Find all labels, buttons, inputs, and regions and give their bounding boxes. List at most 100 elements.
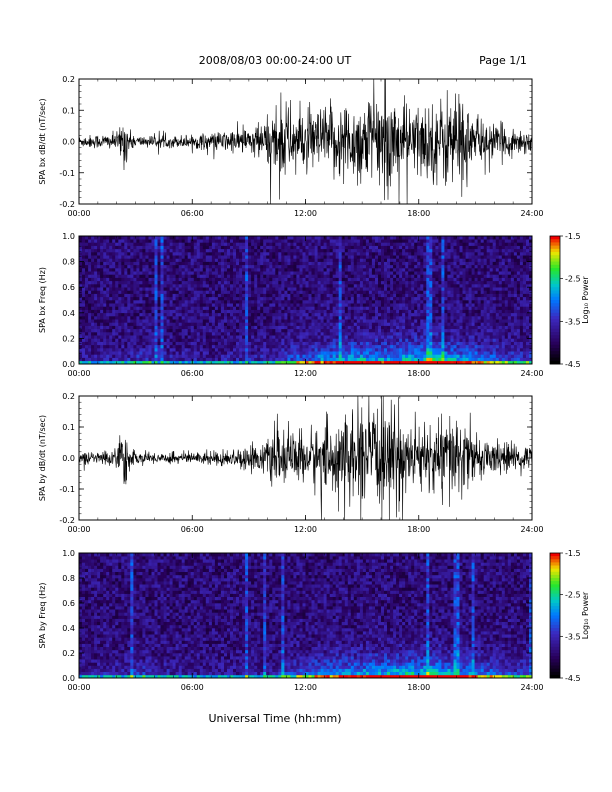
heatmap-cell — [396, 264, 400, 269]
heatmap-cell — [323, 255, 327, 259]
heatmap-cell — [375, 290, 379, 294]
heatmap-cell — [242, 287, 246, 291]
heatmap-cell — [326, 258, 330, 262]
heatmap-cell — [202, 239, 207, 243]
heatmap-cell — [375, 344, 379, 349]
heatmap-cell — [284, 258, 288, 262]
heatmap-cell — [151, 236, 155, 240]
heatmap-cell — [166, 338, 170, 342]
heatmap-cell — [121, 293, 125, 298]
heatmap-cell — [317, 284, 321, 288]
heatmap-cell — [91, 319, 95, 323]
heatmap-cell — [408, 236, 412, 240]
heatmap-cell — [302, 236, 306, 240]
heatmap-cell — [106, 284, 110, 288]
heatmap-cell — [205, 261, 210, 266]
heatmap-cell — [181, 312, 185, 317]
heatmap-cell — [199, 316, 204, 320]
heatmap-cell — [160, 280, 164, 285]
heatmap-cell — [190, 322, 194, 326]
heatmap-cell — [214, 268, 219, 272]
heatmap-cell — [278, 296, 282, 301]
heatmap-cell — [396, 312, 400, 317]
heatmap-cell — [353, 252, 358, 256]
heatmap-cell — [423, 274, 427, 278]
heatmap-cell — [371, 293, 376, 298]
heatmap-cell — [429, 277, 433, 282]
heatmap-cell — [160, 354, 164, 358]
heatmap-cell — [384, 261, 388, 266]
heatmap-cell — [384, 236, 388, 240]
heatmap-cell — [217, 309, 222, 314]
heatmap-cell — [160, 268, 164, 272]
heatmap-cell — [402, 252, 406, 256]
heatmap-cell — [281, 236, 285, 240]
heatmap-cell — [287, 360, 291, 365]
heatmap-cell — [154, 348, 158, 352]
heatmap-cell — [281, 319, 285, 323]
heatmap-cell — [344, 312, 349, 317]
heatmap-cell — [196, 245, 201, 250]
heatmap-cell — [106, 245, 110, 250]
heatmap-cell — [320, 236, 324, 240]
heatmap-cell — [390, 332, 394, 336]
heatmap-cell — [393, 322, 397, 326]
heatmap-cell — [248, 328, 252, 333]
heatmap-cell — [302, 274, 306, 278]
heatmap-cell — [112, 264, 116, 269]
heatmap-cell — [426, 303, 430, 307]
heatmap-cell — [287, 332, 291, 336]
heatmap-cell — [224, 338, 228, 342]
heatmap-cell — [384, 271, 388, 275]
heatmap-cell — [293, 284, 297, 288]
heatmap-cell — [85, 268, 89, 272]
heatmap-cell — [82, 306, 86, 310]
heatmap-cell — [402, 351, 406, 355]
heatmap-cell — [208, 245, 213, 250]
heatmap-cell — [166, 245, 170, 250]
heatmap-cell — [299, 277, 303, 282]
heatmap-cell — [314, 306, 318, 310]
heatmap-cell — [338, 274, 342, 278]
heatmap-cell — [169, 239, 173, 243]
heatmap-cell — [133, 252, 137, 256]
heatmap-cell — [284, 316, 288, 320]
heatmap-cell — [411, 252, 415, 256]
heatmap-cell — [441, 309, 445, 314]
heatmap-cell — [160, 348, 164, 352]
heatmap-cell — [157, 341, 161, 346]
heatmap-cell — [335, 271, 339, 275]
heatmap-cell — [166, 328, 170, 333]
heatmap-cell — [109, 319, 113, 323]
heatmap-cell — [302, 280, 306, 285]
heatmap-cell — [320, 284, 324, 288]
x-tick-label: 24:00 — [520, 209, 543, 218]
heatmap-cell — [91, 248, 95, 253]
heatmap-cell — [356, 319, 361, 323]
heatmap-cell — [139, 328, 143, 333]
heatmap-cell — [296, 322, 300, 326]
heatmap-cell — [429, 239, 433, 243]
heatmap-cell — [187, 357, 191, 362]
heatmap-cell — [438, 354, 442, 358]
heatmap-cell — [175, 335, 179, 339]
heatmap-cell — [100, 357, 104, 362]
heatmap-cell — [399, 360, 403, 365]
heatmap-cell — [381, 290, 385, 294]
heatmap-cell — [163, 328, 167, 333]
heatmap-cell — [257, 351, 261, 355]
heatmap-cell — [166, 348, 170, 352]
heatmap-cell — [417, 296, 421, 301]
heatmap-cell — [236, 293, 240, 298]
heatmap-cell — [112, 293, 116, 298]
heatmap-cell — [417, 245, 421, 250]
heatmap-cell — [296, 287, 300, 291]
heatmap-cell — [417, 348, 421, 352]
heatmap-cell — [305, 280, 309, 285]
heatmap-cell — [338, 242, 342, 246]
heatmap-cell — [142, 341, 146, 346]
heatmap-cell — [323, 348, 327, 352]
heatmap-cell — [378, 332, 382, 336]
heatmap-cell — [384, 332, 388, 336]
heatmap-cell — [85, 242, 89, 246]
